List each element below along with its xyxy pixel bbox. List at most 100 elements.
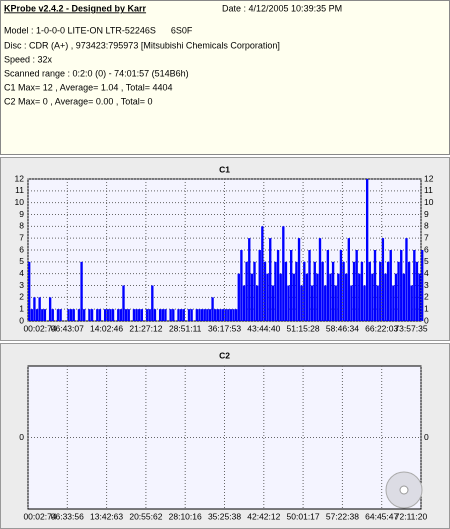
- bar: [274, 261, 277, 321]
- bar: [43, 309, 47, 321]
- bar: [140, 309, 144, 321]
- bar: [41, 309, 44, 321]
- bar: [109, 309, 112, 321]
- y-tick-label-right: 2: [424, 292, 429, 302]
- bar: [124, 309, 128, 321]
- bar: [122, 285, 125, 321]
- bar: [253, 261, 256, 321]
- bar: [80, 261, 83, 321]
- x-tick-label: 51:15:28: [287, 323, 320, 333]
- bar: [96, 309, 99, 321]
- bar: [379, 261, 382, 321]
- bar: [35, 309, 39, 321]
- bar: [127, 309, 130, 321]
- bar: [153, 309, 157, 321]
- y-tick-label: 1: [19, 303, 24, 313]
- bar: [413, 250, 416, 321]
- bar: [410, 285, 413, 321]
- x-tick-label: 72:11:20: [395, 511, 428, 521]
- x-tick-label: 36:17:53: [208, 323, 241, 333]
- bar: [164, 309, 167, 321]
- bar: [250, 273, 254, 321]
- bar: [381, 238, 385, 321]
- bar: [368, 261, 371, 321]
- bar: [67, 309, 70, 321]
- bar: [318, 238, 322, 321]
- bar: [111, 309, 115, 321]
- bar: [240, 250, 243, 321]
- y-tick-label: 2: [19, 292, 24, 302]
- bar: [248, 238, 251, 321]
- bar: [352, 261, 356, 321]
- x-tick-label: 28:51:11: [169, 323, 202, 333]
- bar: [261, 226, 264, 321]
- bar: [59, 309, 62, 321]
- y-tick-label-right: 5: [424, 256, 429, 266]
- bar: [402, 273, 406, 321]
- bar: [221, 309, 225, 321]
- bar: [397, 261, 400, 321]
- bar: [339, 250, 343, 321]
- bar: [297, 238, 301, 321]
- y-tick-label: 4: [19, 268, 24, 278]
- bar: [266, 273, 269, 321]
- bar: [208, 309, 212, 321]
- y-tick-label: 3: [19, 280, 24, 290]
- bar: [56, 309, 60, 321]
- bar: [90, 309, 94, 321]
- x-tick-label: 50:01:17: [287, 511, 320, 521]
- bar: [313, 261, 316, 321]
- bar: [214, 309, 217, 321]
- bar: [245, 261, 248, 321]
- bar: [234, 309, 238, 321]
- bar: [132, 309, 136, 321]
- bar: [98, 309, 102, 321]
- y-tick-label-right: 0: [424, 432, 429, 442]
- bar: [258, 250, 261, 321]
- bar: [229, 309, 233, 321]
- y-tick-label-right: 7: [424, 232, 429, 242]
- bar: [365, 179, 369, 321]
- bar: [355, 250, 358, 321]
- disc: Disc : CDR (A+) , 973423:795973 [Mitsubi…: [4, 40, 280, 50]
- bar: [392, 285, 395, 321]
- y-tick-label: 6: [19, 244, 24, 254]
- bar: [198, 309, 201, 321]
- app-title: KProbe v2.4.2 - Designed by Karr: [4, 3, 147, 13]
- bar: [161, 309, 164, 321]
- y-tick-label: 0: [19, 315, 24, 325]
- y-tick-label: 12: [15, 173, 25, 183]
- bar: [269, 238, 272, 321]
- y-tick-label-right: 3: [424, 280, 429, 290]
- bar: [69, 309, 73, 321]
- x-tick-label: 64:45:47: [365, 511, 398, 521]
- bar: [177, 309, 180, 321]
- x-tick-label: 13:42:63: [90, 511, 123, 521]
- x-tick-label: 06:33:56: [51, 511, 84, 521]
- bar: [255, 285, 259, 321]
- chart-title: C1: [219, 164, 230, 174]
- bar: [334, 285, 337, 321]
- x-tick-label: 58:46:34: [326, 323, 359, 333]
- bar: [77, 309, 81, 321]
- x-tick-label: 14:02:46: [90, 323, 123, 333]
- y-tick-label-right: 9: [424, 209, 429, 219]
- bar: [321, 261, 324, 321]
- bar: [363, 285, 366, 321]
- bar: [138, 309, 141, 321]
- bar: [405, 238, 408, 321]
- x-tick-label: 42:42:12: [247, 511, 280, 521]
- bar: [179, 309, 183, 321]
- bar: [103, 309, 107, 321]
- bar: [30, 309, 33, 321]
- scan-range: Scanned range : 0:2:0 (0) - 74:01:57 (51…: [4, 68, 189, 78]
- bar: [148, 309, 151, 321]
- bar: [394, 273, 398, 321]
- bar: [295, 261, 298, 321]
- bar: [287, 285, 290, 321]
- bar: [300, 285, 303, 321]
- bar: [326, 250, 330, 321]
- bar: [200, 309, 204, 321]
- disc-icon: [385, 471, 423, 509]
- y-tick-label-right: 4: [424, 268, 429, 278]
